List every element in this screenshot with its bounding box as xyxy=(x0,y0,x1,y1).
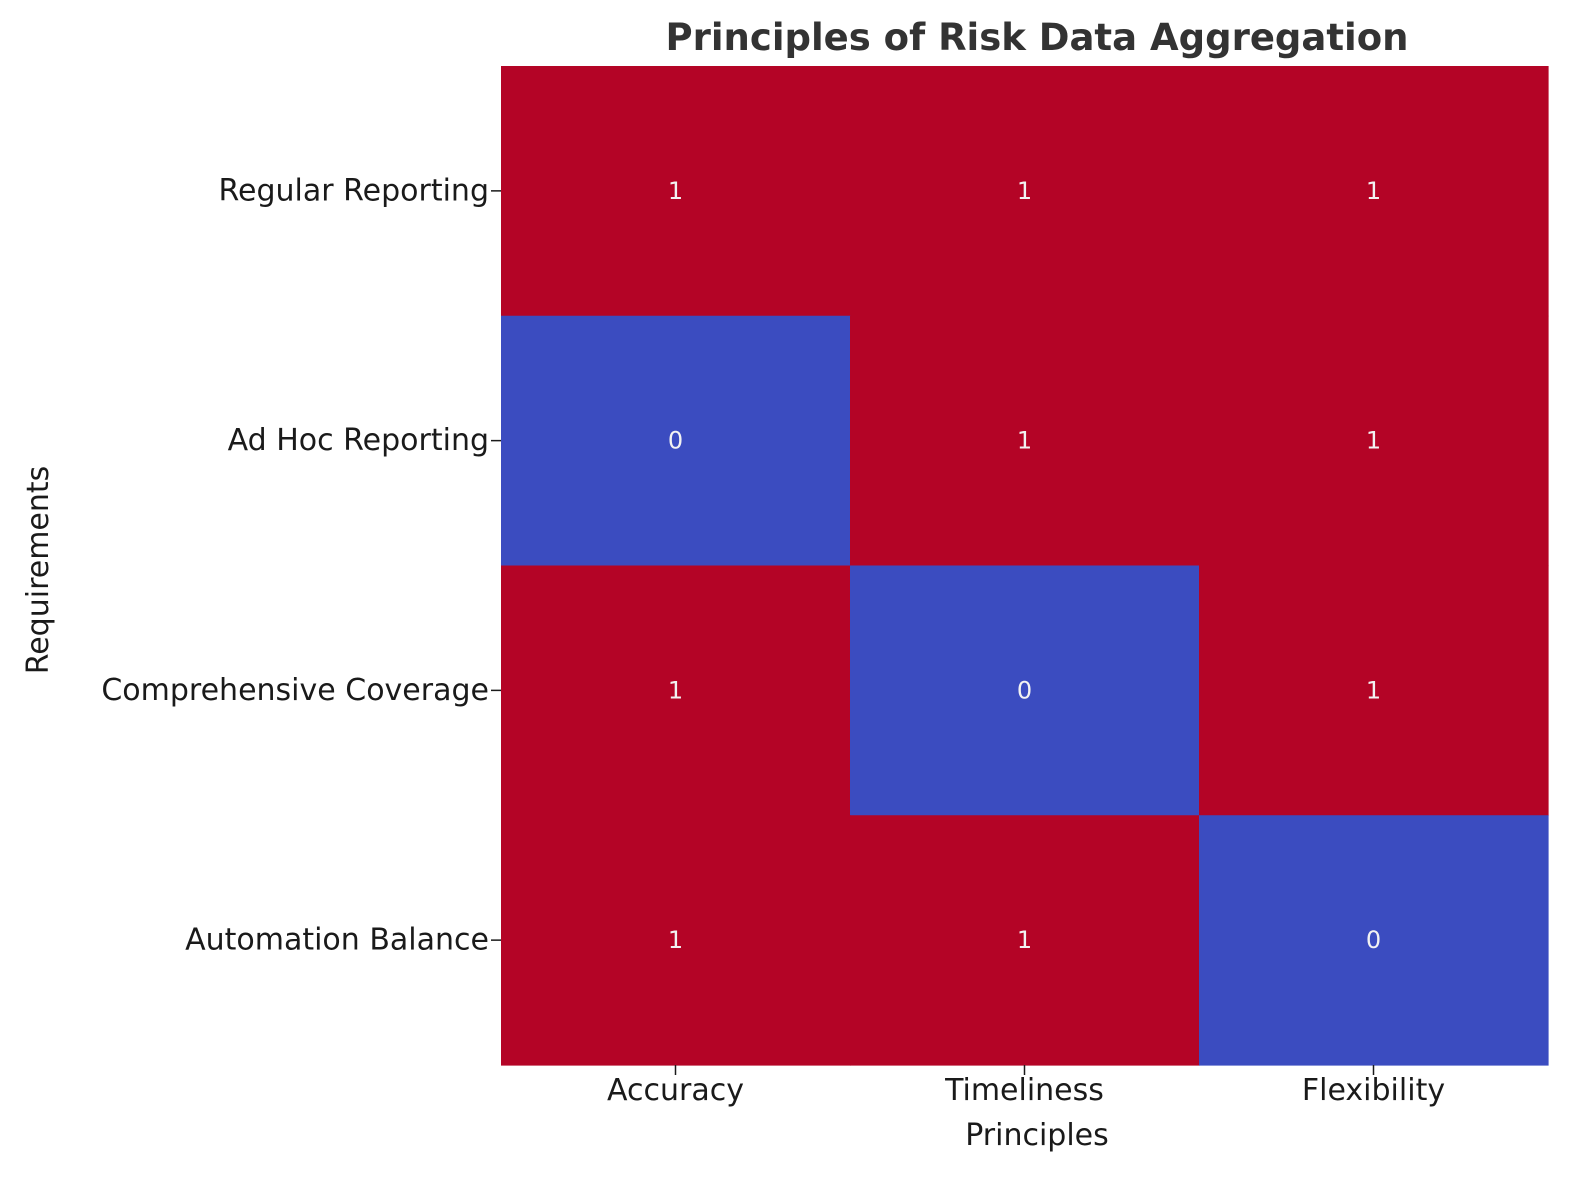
x-tick-label: Accuracy xyxy=(607,1073,744,1108)
y-tick-label: Comprehensive Coverage xyxy=(101,673,489,708)
cell-value-label: 1 xyxy=(1017,926,1032,954)
y-tick-label: Automation Balance xyxy=(185,923,489,958)
cell-value-label: 1 xyxy=(668,676,683,704)
cell-value-label: 1 xyxy=(1366,676,1381,704)
cell-value-label: 0 xyxy=(1366,926,1381,954)
x-tick-label: Timeliness xyxy=(944,1073,1104,1108)
heatmap-cell xyxy=(501,565,851,816)
heatmap-cell xyxy=(501,815,851,1066)
y-tick-label: Regular Reporting xyxy=(219,173,489,208)
cell-value-label: 1 xyxy=(668,177,683,205)
y-axis-ticks: Regular Reporting Ad Hoc Reporting Compreh… xyxy=(101,173,501,958)
chart-title: Principles of Risk Data Aggregation xyxy=(666,16,1409,59)
cell-value-label: 1 xyxy=(668,926,683,954)
cell-value-label: 0 xyxy=(1017,676,1032,704)
heatmap-cell xyxy=(850,815,1200,1066)
y-tick-label: Ad Hoc Reporting xyxy=(228,423,489,458)
heatmap-cell xyxy=(1199,315,1549,567)
heatmap-cell xyxy=(1199,565,1549,816)
heatmap-cells xyxy=(501,66,1549,1066)
heatmap-cell xyxy=(850,315,1200,567)
x-tick-label: Flexibility xyxy=(1302,1073,1445,1108)
heatmap-cell xyxy=(1199,66,1549,317)
heatmap-cell xyxy=(501,66,851,317)
cell-annotations: 1 1 1 0 1 1 1 0 1 1 1 0 xyxy=(668,177,1381,954)
heatmap-cell xyxy=(850,66,1200,317)
heatmap-cell xyxy=(850,565,1200,816)
heatmap-cell xyxy=(1199,815,1549,1066)
cell-value-label: 1 xyxy=(1017,427,1032,455)
cell-value-label: 1 xyxy=(1366,177,1381,205)
y-axis-label: Requirements xyxy=(21,466,56,675)
cell-value-label: 0 xyxy=(668,427,683,455)
heatmap-cell xyxy=(501,315,851,567)
cell-value-label: 1 xyxy=(1366,427,1381,455)
x-axis-label: Principles xyxy=(965,1118,1109,1153)
x-axis-ticks: Accuracy Timeliness Flexibility xyxy=(607,1065,1445,1108)
cell-value-label: 1 xyxy=(1017,177,1032,205)
